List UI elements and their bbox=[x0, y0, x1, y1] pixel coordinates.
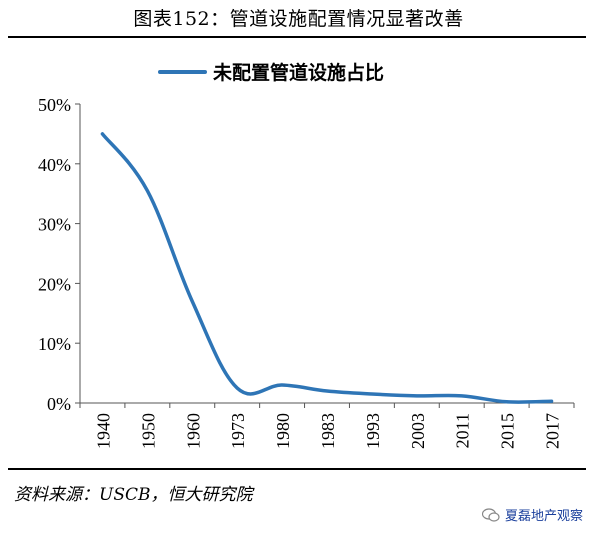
chart-figure-title: 图表152：管道设施配置情况显著改善 bbox=[133, 8, 464, 30]
y-tick-label: 0% bbox=[47, 394, 71, 414]
legend-label: 未配置管道设施占比 bbox=[212, 61, 384, 84]
top-rule bbox=[8, 36, 586, 38]
watermark: 夏磊地产观察 bbox=[481, 505, 583, 524]
watermark-text: 夏磊地产观察 bbox=[504, 509, 583, 524]
x-tick-label: 1993 bbox=[363, 413, 383, 449]
x-tick-label: 2017 bbox=[543, 413, 563, 449]
y-tick-label: 10% bbox=[38, 334, 71, 354]
x-tick-label: 2015 bbox=[498, 413, 518, 449]
x-tick-label: 2003 bbox=[408, 413, 428, 449]
x-tick-label: 1940 bbox=[93, 413, 113, 449]
y-tick-label: 50% bbox=[38, 95, 71, 115]
x-tick-label: 1973 bbox=[228, 413, 248, 449]
x-tick-label: 1980 bbox=[273, 413, 293, 449]
x-tick-label: 1960 bbox=[183, 413, 203, 449]
source-note: 资料来源：USCB，恒大研究院 bbox=[14, 485, 253, 505]
line-chart: 未配置管道设施占比 0% 10% 20% 30% 40% 50% 1940 1950 1960 19… bbox=[38, 61, 575, 449]
x-tick-label: 1950 bbox=[138, 413, 158, 449]
wechat-icon bbox=[481, 507, 500, 522]
bottom-rule bbox=[8, 468, 586, 470]
x-tick-label: 2011 bbox=[453, 413, 473, 448]
y-tick-label: 40% bbox=[38, 155, 71, 175]
y-tick-label: 20% bbox=[38, 274, 71, 294]
y-tick-label: 30% bbox=[38, 215, 71, 235]
series-line bbox=[100, 132, 554, 404]
x-tick-label: 1983 bbox=[318, 413, 338, 449]
